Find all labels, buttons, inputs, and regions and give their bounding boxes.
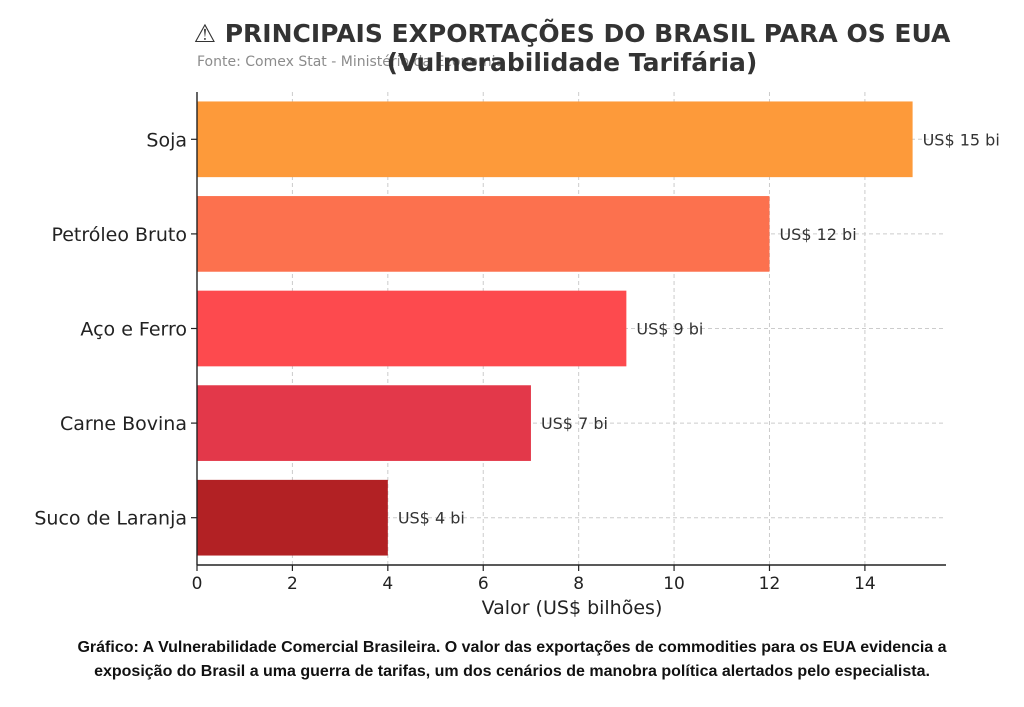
x-tick-label: 12 — [759, 574, 781, 594]
category-label: Petróleo Bruto — [51, 224, 187, 246]
x-tick-label: 8 — [573, 574, 584, 594]
bar — [197, 196, 770, 272]
chart-title-line2: (Vulnerabilidade Tarifária) — [387, 48, 758, 77]
chart-source: Fonte: Comex Stat - Ministério da Econom… — [197, 54, 504, 70]
x-axis-label: Valor (US$ bilhões) — [482, 597, 663, 619]
x-tick-label: 14 — [854, 574, 876, 594]
axes: 0 2 4 6 8 10 12 14 Soja Petróleo Bruto Aço e Ferro… — [34, 92, 946, 594]
x-tick-label: 4 — [382, 574, 393, 594]
bar — [197, 479, 388, 556]
x-tick-label: 10 — [663, 574, 685, 594]
bar — [197, 101, 913, 178]
category-label: Soja — [146, 129, 187, 151]
x-tick-label: 2 — [287, 574, 298, 594]
bar-value-label: US$ 9 bi — [636, 320, 703, 339]
x-tick-label: 0 — [192, 574, 203, 594]
bar — [197, 385, 531, 461]
bar-value-label: US$ 7 bi — [541, 414, 608, 433]
bar — [197, 290, 627, 367]
bar-chart: ⚠ PRINCIPAIS EXPORTAÇÕES DO BRASIL PARA … — [34, 18, 1000, 619]
figure-caption: Gráfico: A Vulnerabilidade Comercial Bra… — [0, 636, 1024, 684]
bars — [197, 101, 913, 556]
bar-value-label: US$ 15 bi — [923, 130, 1000, 149]
category-label: Aço e Ferro — [80, 319, 187, 341]
caption-line1: Gráfico: A Vulnerabilidade Comercial Bra… — [77, 639, 947, 656]
chart-title-line1: ⚠ PRINCIPAIS EXPORTAÇÕES DO BRASIL PARA … — [194, 18, 951, 48]
bar-value-label: US$ 4 bi — [398, 509, 465, 528]
category-label: Suco de Laranja — [34, 508, 187, 530]
labels: US$ 15 bi US$ 12 bi US$ 9 bi US$ 7 bi US$ 4 … — [398, 130, 1000, 527]
x-tick-label: 6 — [478, 574, 489, 594]
category-label: Carne Bovina — [60, 413, 187, 435]
bar-value-label: US$ 12 bi — [779, 225, 856, 244]
caption-line2: exposição do Brasil a uma guerra de tari… — [94, 663, 930, 680]
